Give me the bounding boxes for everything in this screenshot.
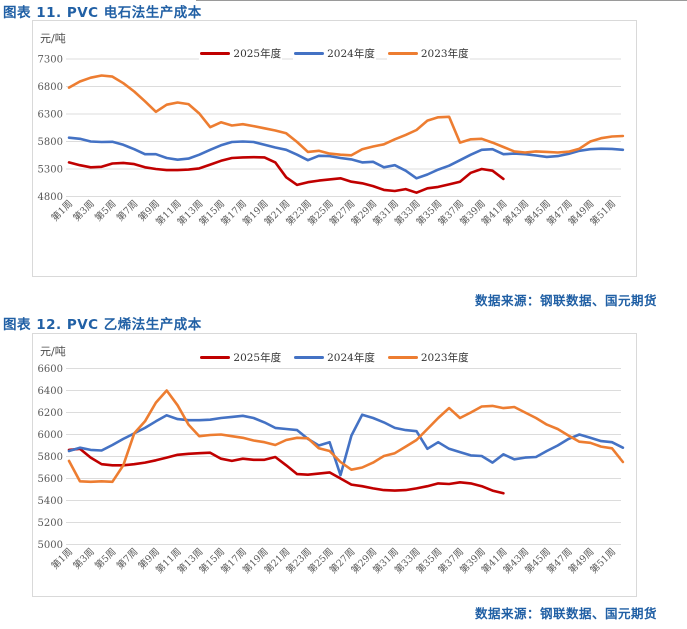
- chart2-frame: 元/吨 2025年度 2024年度 2023年度 6600 6400 6200 600…: [32, 333, 637, 597]
- legend-item-2024: 2024年度: [293, 46, 376, 61]
- chart1-legend: 2025年度 2024年度 2023年度: [33, 46, 636, 61]
- legend-label-2024: 2024年度: [327, 48, 375, 60]
- legend-label-2023: 2023年度: [420, 48, 469, 60]
- legend-item-2024: 2024年度: [293, 350, 376, 365]
- y-tick-label: 5800: [38, 452, 63, 463]
- y-tick-label: 5300: [38, 165, 63, 176]
- x-tick-label: 第7周: [114, 546, 140, 572]
- x-tick-label: 第7周: [114, 198, 140, 224]
- chart1-plot: 730068006300580053004800第1周第3周第5周第7周第9周第…: [38, 55, 625, 228]
- legend-swatch-2023: [387, 356, 418, 359]
- chart1-frame: 元/吨 2025年度 2024年度 2023年度 7300 6800 6300 580…: [32, 20, 637, 277]
- y-tick-label: 6800: [38, 82, 63, 93]
- chart2-source-note: 数据来源：钢联数据、国元期货: [474, 606, 657, 621]
- y-tick-label: 6200: [38, 408, 63, 419]
- legend-swatch-2024: [294, 356, 325, 359]
- legend-swatch-2023: [387, 52, 418, 55]
- y-tick-label: 5400: [38, 496, 63, 507]
- y-tick-label: 6600: [38, 364, 63, 375]
- legend-label-2025: 2025年度: [233, 352, 282, 364]
- chart2-unit-label: 元/吨: [40, 345, 66, 358]
- x-tick-label: 第5周: [92, 546, 118, 572]
- legend-item-2025: 2025年度: [199, 350, 283, 365]
- series-line-2025年度: [67, 155, 505, 194]
- y-tick-label: 7300: [38, 55, 63, 66]
- legend-item-2025: 2025年度: [199, 46, 283, 61]
- legend-label-2024: 2024年度: [327, 352, 375, 364]
- x-tick-label: 第3周: [71, 546, 97, 572]
- page-top-border: [196, 0, 687, 1]
- y-tick-label: 4800: [38, 192, 63, 203]
- y-tick-label: 5200: [38, 518, 63, 529]
- y-tick-label: 6300: [38, 110, 63, 121]
- x-tick-label: 第5周: [92, 198, 118, 224]
- legend-swatch-2025: [200, 52, 231, 55]
- series-line-2024年度: [67, 136, 625, 180]
- x-tick-label: 第3周: [71, 198, 97, 224]
- legend-label-2025: 2025年度: [233, 48, 282, 60]
- series-line-2023年度: [67, 389, 625, 484]
- series-line-2023年度: [67, 74, 625, 157]
- y-tick-label: 5800: [38, 137, 63, 148]
- series-line-2025年度: [67, 447, 505, 495]
- legend-swatch-2024: [294, 52, 325, 55]
- legend-item-2023: 2023年度: [386, 46, 470, 61]
- legend-label-2023: 2023年度: [420, 352, 469, 364]
- chart2-title: 图表 12. PVC 乙烯法生产成本: [3, 317, 202, 333]
- chart2-legend: 2025年度 2024年度 2023年度: [33, 350, 636, 365]
- chart1-title: 图表 11. PVC 电石法生产成本: [3, 5, 202, 21]
- chart1-source-note: 数据来源：钢联数据、国元期货: [474, 293, 657, 308]
- legend-swatch-2025: [200, 356, 231, 359]
- y-tick-label: 6000: [38, 430, 63, 441]
- y-tick-label: 5600: [38, 474, 63, 485]
- legend-item-2023: 2023年度: [386, 350, 470, 365]
- y-tick-label: 5000: [38, 540, 63, 551]
- chart2-plot: 660064006200600058005600540052005000第1周第…: [38, 364, 625, 576]
- y-tick-label: 6400: [38, 386, 63, 397]
- chart1-unit-label: 元/吨: [40, 32, 66, 45]
- series-line-2024年度: [67, 413, 625, 477]
